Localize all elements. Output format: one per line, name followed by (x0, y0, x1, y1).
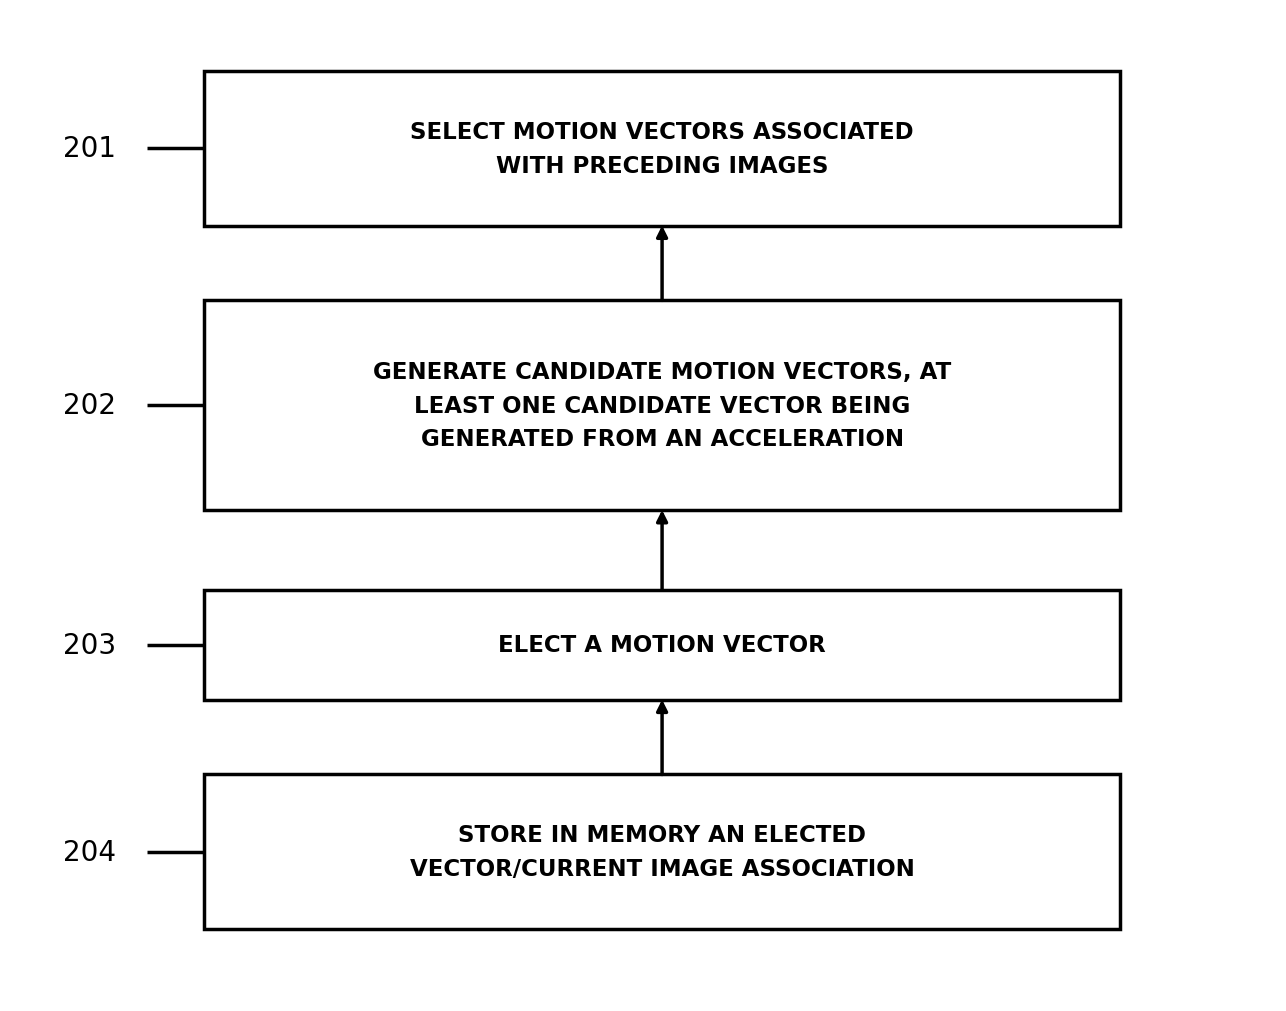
Text: 203: 203 (63, 631, 116, 659)
Text: 202: 202 (63, 392, 116, 420)
Bar (204, 774, 1120, 929)
Text: ELECT A MOTION VECTOR: ELECT A MOTION VECTOR (498, 634, 826, 656)
Text: 204: 204 (63, 838, 116, 866)
Bar (204, 72, 1120, 226)
Text: 201: 201 (63, 135, 116, 163)
Text: STORE IN MEMORY AN ELECTED
VECTOR/CURRENT IMAGE ASSOCIATION: STORE IN MEMORY AN ELECTED VECTOR/CURREN… (410, 824, 914, 881)
Text: SELECT MOTION VECTORS ASSOCIATED
WITH PRECEDING IMAGES: SELECT MOTION VECTORS ASSOCIATED WITH PR… (410, 120, 914, 177)
Bar (204, 590, 1120, 700)
Text: GENERATE CANDIDATE MOTION VECTORS, AT
LEAST ONE CANDIDATE VECTOR BEING
GENERATED: GENERATE CANDIDATE MOTION VECTORS, AT LE… (373, 361, 952, 451)
Bar (204, 301, 1120, 511)
